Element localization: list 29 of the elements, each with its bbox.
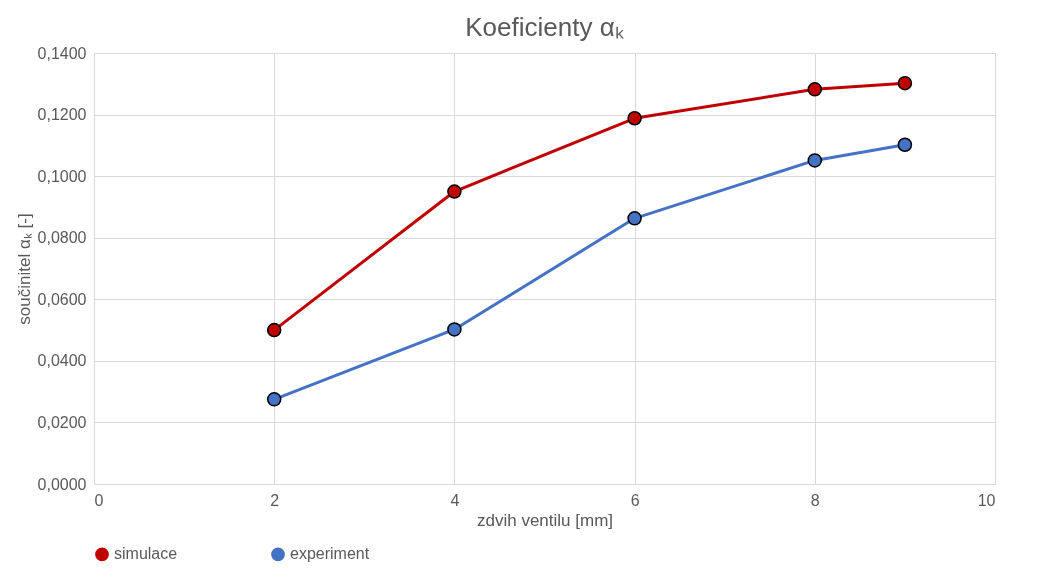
x-tick-label: 0 — [94, 491, 104, 509]
x-tick-label: 10 — [977, 491, 996, 509]
point — [627, 111, 642, 126]
legend-label: simulace — [114, 545, 178, 563]
point — [266, 392, 282, 407]
x-tick-label: 6 — [630, 491, 640, 509]
y-tick-label: 0,1200 — [37, 106, 87, 124]
x-tick-label: 2 — [270, 491, 280, 509]
y-axis-title: součinitel αₖ [-] — [14, 213, 34, 325]
x-axis-title: zdvih ventilu [mm] — [476, 510, 614, 530]
y-tick-label: 0,1400 — [37, 44, 87, 62]
y-tick-label: 0,0200 — [37, 413, 87, 431]
legend-label: experiment — [290, 545, 370, 563]
y-tick-label: 0,0800 — [37, 229, 87, 247]
point — [627, 211, 642, 226]
point — [807, 153, 823, 168]
point — [266, 322, 282, 338]
y-tick-label: 0,0000 — [37, 475, 87, 493]
point — [447, 184, 462, 199]
chart-title: Koeficienty αₖ — [465, 12, 624, 42]
point — [807, 82, 823, 97]
y-tick-label: 0,1000 — [37, 167, 87, 185]
x-tick-label: 4 — [450, 491, 460, 509]
point — [897, 137, 913, 152]
point — [447, 322, 462, 337]
y-tick-label: 0,0400 — [37, 352, 87, 370]
y-tick-label: 0,0600 — [37, 290, 87, 308]
x-tick-label: 8 — [810, 491, 820, 509]
point — [897, 75, 913, 91]
